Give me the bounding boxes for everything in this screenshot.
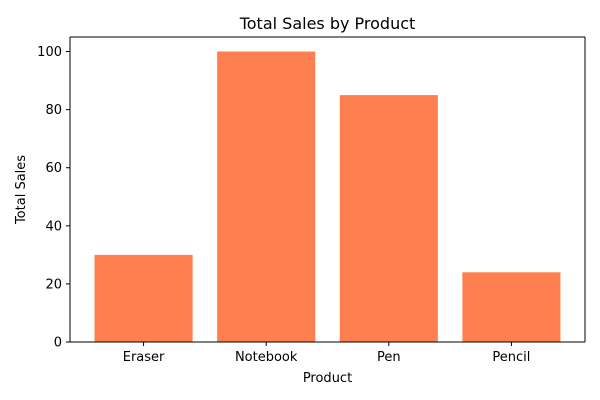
x-tick-label-pen: Pen bbox=[377, 350, 401, 365]
bar-pen bbox=[339, 95, 438, 342]
bar-notebook bbox=[217, 51, 316, 343]
y-tick-label: 20 bbox=[45, 277, 62, 292]
bars-group bbox=[94, 51, 561, 343]
chart-title: Total Sales by Product bbox=[239, 14, 416, 33]
x-tick-label-notebook: Notebook bbox=[235, 350, 298, 365]
y-tick-label: 100 bbox=[37, 45, 62, 60]
x-tick-label-eraser: Eraser bbox=[123, 350, 165, 365]
y-axis-label: Total Sales bbox=[14, 155, 29, 225]
y-tick-label: 0 bbox=[54, 336, 62, 351]
bar-eraser bbox=[94, 254, 193, 342]
x-axis-ticks: Eraser Notebook Pen Pencil bbox=[123, 342, 530, 365]
x-axis-label: Product bbox=[303, 371, 352, 386]
y-tick-label: 40 bbox=[45, 219, 62, 234]
bar-pencil bbox=[462, 272, 561, 342]
y-tick-label: 60 bbox=[45, 161, 62, 176]
y-tick-label: 80 bbox=[45, 103, 62, 118]
x-tick-label-pencil: Pencil bbox=[492, 350, 530, 365]
y-axis-ticks: 0 20 40 60 80 100 bbox=[37, 45, 70, 351]
